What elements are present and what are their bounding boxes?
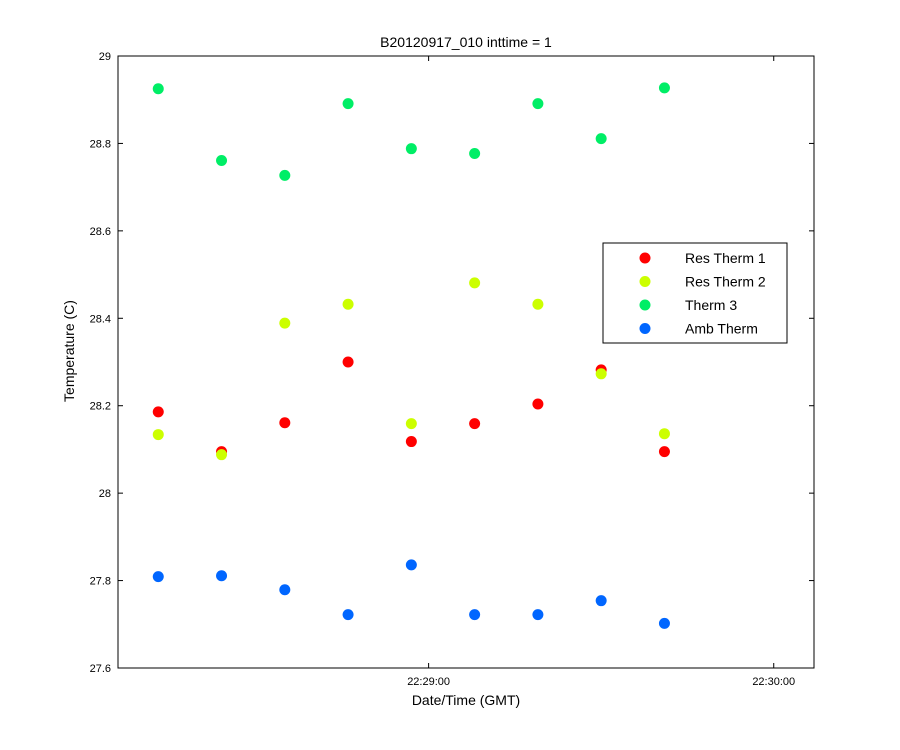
point-res-therm-2 bbox=[216, 449, 228, 461]
point-res-therm-1 bbox=[469, 418, 481, 430]
point-therm-3 bbox=[469, 147, 481, 159]
point-res-therm-1 bbox=[279, 417, 291, 429]
point-res-therm-2 bbox=[279, 317, 291, 329]
point-therm-3 bbox=[532, 98, 544, 110]
y-tick-label: 28.2 bbox=[90, 401, 111, 413]
y-tick-label: 28.8 bbox=[90, 138, 111, 150]
point-res-therm-1 bbox=[152, 406, 164, 418]
point-res-therm-1 bbox=[342, 356, 354, 368]
y-tick-label: 27.6 bbox=[90, 663, 111, 675]
y-axis-label: Temperature (C) bbox=[61, 300, 77, 402]
y-tick-label: 28.4 bbox=[90, 313, 111, 325]
point-res-therm-2 bbox=[658, 428, 670, 440]
legend-marker-amb-therm bbox=[639, 323, 651, 334]
x-tick-label: 22:29:00 bbox=[407, 676, 450, 688]
point-therm-3 bbox=[279, 169, 291, 181]
y-tick-label: 28 bbox=[99, 488, 111, 500]
point-res-therm-1 bbox=[658, 446, 670, 458]
point-amb-therm bbox=[216, 570, 228, 582]
point-therm-3 bbox=[152, 83, 164, 95]
point-therm-3 bbox=[342, 98, 354, 110]
point-res-therm-2 bbox=[405, 418, 417, 430]
point-amb-therm bbox=[595, 595, 607, 607]
point-res-therm-2 bbox=[152, 429, 164, 441]
point-therm-3 bbox=[658, 82, 670, 94]
point-amb-therm bbox=[658, 617, 670, 629]
legend-marker-therm-3 bbox=[639, 299, 651, 311]
point-res-therm-2 bbox=[469, 277, 481, 289]
point-amb-therm bbox=[342, 609, 354, 621]
legend-label-res-therm-1: Res Therm 1 bbox=[685, 250, 766, 266]
point-res-therm-2 bbox=[532, 298, 544, 310]
point-therm-3 bbox=[595, 133, 607, 145]
point-res-therm-1 bbox=[532, 398, 544, 410]
data-points bbox=[152, 82, 670, 629]
y-axis-ticks: 27.6 27.8 28 28.2 28.4 28.6 28.8 29 bbox=[90, 51, 814, 675]
legend-marker-res-therm-1 bbox=[639, 252, 651, 264]
legend: Res Therm 1 Res Therm 2 Therm 3 Amb Therm bbox=[602, 242, 788, 344]
legend-label-res-therm-2: Res Therm 2 bbox=[685, 274, 766, 290]
x-tick-label: 22:30:00 bbox=[752, 676, 795, 688]
point-therm-3 bbox=[216, 154, 228, 166]
point-amb-therm bbox=[532, 609, 544, 621]
y-tick-label: 29 bbox=[99, 51, 111, 63]
point-res-therm-2 bbox=[595, 368, 607, 380]
point-therm-3 bbox=[405, 143, 417, 155]
chart-title: B20120917_010 inttime = 1 bbox=[380, 34, 552, 50]
y-tick-label: 27.8 bbox=[90, 576, 111, 588]
legend-box bbox=[602, 242, 788, 344]
point-amb-therm bbox=[152, 571, 164, 583]
plot-area bbox=[117, 55, 815, 669]
legend-label-amb-therm: Amb Therm bbox=[685, 321, 758, 337]
point-amb-therm bbox=[279, 584, 291, 596]
point-res-therm-2 bbox=[342, 298, 354, 310]
legend-marker-res-therm-2 bbox=[639, 276, 651, 287]
y-tick-label: 28.6 bbox=[90, 226, 111, 238]
point-res-therm-1 bbox=[405, 436, 417, 448]
point-amb-therm bbox=[469, 609, 481, 621]
legend-label-therm-3: Therm 3 bbox=[685, 297, 737, 313]
point-amb-therm bbox=[405, 559, 417, 571]
x-axis-ticks: 22:29:00 22:30:00 bbox=[407, 56, 795, 688]
x-axis-label: Date/Time (GMT) bbox=[412, 692, 520, 708]
